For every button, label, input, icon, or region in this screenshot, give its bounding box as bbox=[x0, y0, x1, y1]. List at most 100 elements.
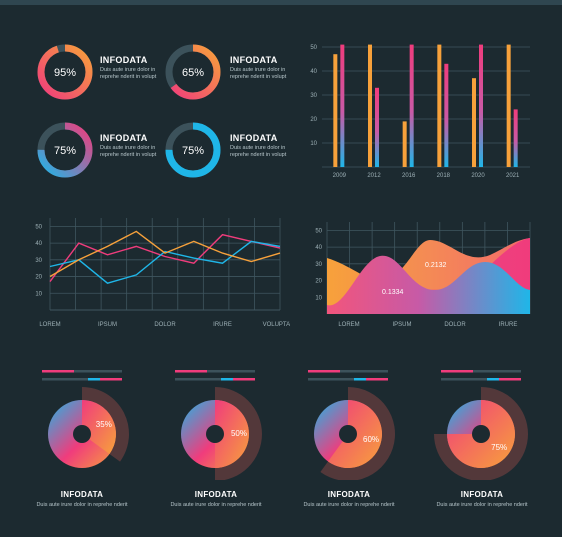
line-ytick-label: 40 bbox=[35, 241, 42, 247]
area-xtick-label: DOLOR bbox=[444, 322, 466, 328]
ring-desc: Duis aute irure dolor in reprehe nderit … bbox=[100, 67, 157, 80]
bar-xtick-label: 2018 bbox=[437, 173, 451, 179]
pie-legend-bar bbox=[42, 370, 74, 373]
pie-legend-track bbox=[441, 378, 521, 381]
pie-title: INFODATA bbox=[60, 490, 104, 499]
bar-ytick-label: 50 bbox=[310, 45, 317, 51]
area-ytick-label: 40 bbox=[315, 245, 322, 251]
pie-legend-track bbox=[42, 370, 122, 373]
line-xtick-label: IPSUM bbox=[98, 322, 117, 328]
line-xtick-label: DOLOR bbox=[154, 322, 176, 328]
pie-title: INFODATA bbox=[327, 490, 371, 499]
ring-value-label: 75% bbox=[54, 145, 76, 157]
bar bbox=[340, 44, 345, 167]
line-series bbox=[49, 240, 281, 284]
pie-legend-bar bbox=[354, 378, 388, 381]
ring-desc: Duis aute irure dolor in reprehe nderit … bbox=[100, 145, 157, 158]
bar bbox=[444, 63, 449, 167]
bar-xtick-label: 2020 bbox=[471, 173, 485, 179]
bar bbox=[472, 78, 476, 167]
pie-outer-arc bbox=[82, 387, 129, 462]
line-xtick-label: LOREM bbox=[39, 322, 60, 328]
pie-legend-track bbox=[175, 370, 255, 373]
ring-progress bbox=[37, 122, 93, 178]
pie-legend-track bbox=[175, 378, 255, 381]
pie-legend-bar bbox=[175, 370, 207, 373]
pie-legend-bar bbox=[88, 378, 122, 381]
bar-ytick-label: 20 bbox=[310, 117, 317, 123]
bar bbox=[375, 87, 379, 167]
ring-value-label: 95% bbox=[54, 67, 76, 79]
bar-ytick-label: 30 bbox=[310, 93, 317, 99]
line-ytick-label: 30 bbox=[35, 258, 42, 264]
bar-xtick-label: 2021 bbox=[506, 173, 520, 179]
area-series-front bbox=[327, 255, 530, 314]
bar-xtick-label: 2012 bbox=[367, 173, 381, 179]
ring-title: INFODATA bbox=[230, 133, 278, 143]
pie-legend-bar bbox=[354, 378, 366, 381]
pie-outer-arc bbox=[320, 387, 395, 480]
pie-legend-bar bbox=[487, 378, 521, 381]
pie-slice bbox=[82, 400, 116, 454]
area-xtick-label: IRURE bbox=[499, 322, 518, 328]
pie-legend-track bbox=[308, 378, 388, 381]
bar bbox=[506, 44, 511, 167]
ring-desc: Duis aute irure dolor in reprehe nderit … bbox=[230, 67, 287, 80]
pie-title: INFODATA bbox=[460, 490, 504, 499]
pie-desc: Duis aute irure dolor in reprehe nderit bbox=[170, 502, 262, 508]
bar bbox=[402, 121, 407, 167]
pie-legend-track bbox=[441, 370, 521, 373]
pie-legend-bar bbox=[221, 378, 255, 381]
line-ytick-label: 10 bbox=[35, 291, 42, 297]
bar-ytick-label: 10 bbox=[310, 141, 317, 147]
top-bar bbox=[0, 0, 562, 5]
line-chart: 10 20 30 40 50 LOREM IPSUM DOLOR IRURE VOLUPTATE bbox=[35, 218, 290, 328]
pie-hole bbox=[472, 425, 490, 443]
line-ytick-label: 20 bbox=[35, 275, 42, 281]
area-chart: 0.2132 0.1334 10 20 30 40 50 LOREM IPSUM DOLOR I… bbox=[315, 222, 531, 328]
pie-legend-bar bbox=[88, 378, 100, 381]
line-series bbox=[49, 233, 281, 283]
ring-title: INFODATA bbox=[100, 133, 148, 143]
pie-value-label: 75% bbox=[491, 443, 507, 452]
area-ytick-label: 20 bbox=[315, 279, 322, 285]
ring-progress bbox=[165, 44, 221, 100]
pie-legend-track bbox=[308, 370, 388, 373]
ring-value-label: 65% bbox=[182, 67, 204, 79]
pie-legend-track bbox=[42, 378, 122, 381]
area-ytick-label: 30 bbox=[315, 262, 322, 268]
area-xtick-label: LOREM bbox=[338, 322, 359, 328]
bar-chart: 10 20 30 40 50 2009 2012 2016 2018 2020 2021 bbox=[310, 44, 530, 179]
bar bbox=[437, 44, 442, 167]
pie-hole bbox=[73, 425, 91, 443]
ring-progress bbox=[165, 122, 221, 178]
pie-desc: Duis aute irure dolor in reprehe nderit bbox=[303, 502, 395, 508]
ring-title: INFODATA bbox=[100, 55, 148, 65]
bar bbox=[333, 54, 338, 168]
bar bbox=[513, 109, 518, 167]
pie-title: INFODATA bbox=[194, 490, 238, 499]
ring-value-label: 75% bbox=[182, 145, 204, 157]
bar bbox=[409, 44, 414, 167]
bar-xtick-label: 2016 bbox=[402, 173, 416, 179]
pie-desc: Duis aute irure dolor in reprehe nderit bbox=[36, 502, 128, 508]
ring-progress bbox=[37, 44, 93, 100]
bar bbox=[479, 44, 483, 167]
pie-hole bbox=[339, 425, 357, 443]
line-xtick-label: IRURE bbox=[213, 322, 232, 328]
donut-rings: 95% 65% 75% 75% bbox=[37, 44, 221, 178]
pie-legend-bar bbox=[441, 370, 473, 373]
pie-value-label: 35% bbox=[96, 420, 112, 429]
area-xtick-label: IPSUM bbox=[392, 322, 411, 328]
area-ytick-label: 50 bbox=[315, 228, 322, 234]
area-annotation: 0.2132 bbox=[425, 262, 447, 269]
line-series bbox=[49, 230, 281, 278]
pie-value-label: 50% bbox=[231, 429, 247, 438]
pie-charts: 35% 50% 60% 75% bbox=[42, 370, 528, 480]
pie-legend-bar bbox=[308, 370, 340, 373]
ring-desc: Duis aute irure dolor in reprehe nderit … bbox=[230, 145, 287, 158]
bar bbox=[368, 44, 372, 167]
pie-slice bbox=[447, 400, 515, 468]
bar-xtick-label: 2009 bbox=[333, 173, 347, 179]
pie-desc: Duis aute irure dolor in reprehe nderit bbox=[436, 502, 528, 508]
